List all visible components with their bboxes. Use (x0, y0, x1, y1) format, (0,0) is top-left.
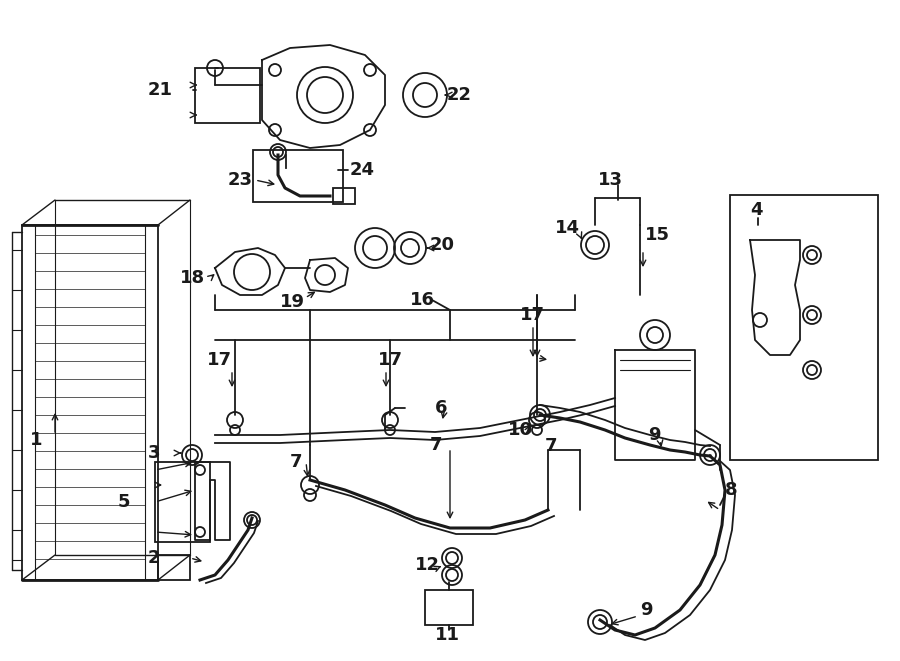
Bar (333, 188, 355, 204)
Text: 7: 7 (430, 436, 443, 454)
Bar (425, 590, 473, 625)
Bar (730, 195, 878, 460)
Text: 24: 24 (350, 161, 375, 179)
Bar (158, 555, 190, 580)
Text: 23: 23 (228, 171, 253, 189)
Text: 21: 21 (148, 81, 173, 99)
Text: 19: 19 (280, 293, 305, 311)
Text: 9: 9 (640, 601, 652, 619)
Text: 5: 5 (118, 493, 130, 511)
Text: 15: 15 (645, 226, 670, 244)
Text: 18: 18 (180, 269, 205, 287)
Text: 13: 13 (598, 171, 623, 189)
Text: 9: 9 (648, 426, 661, 444)
Text: 12: 12 (415, 556, 440, 574)
Bar (253, 150, 343, 202)
Text: 6: 6 (435, 399, 447, 417)
Text: 8: 8 (725, 481, 738, 499)
Text: 7: 7 (545, 437, 557, 455)
Bar (155, 462, 210, 542)
Text: 17: 17 (520, 306, 545, 324)
Text: 1: 1 (30, 431, 42, 449)
Text: 10: 10 (508, 421, 533, 439)
Text: 16: 16 (410, 291, 435, 309)
Text: 3: 3 (148, 444, 160, 462)
Text: 14: 14 (555, 219, 580, 237)
Text: 7: 7 (290, 453, 302, 471)
Text: 2: 2 (148, 549, 160, 567)
Text: 22: 22 (447, 86, 472, 104)
Text: 4: 4 (750, 201, 762, 219)
Bar (195, 68, 260, 123)
Text: 17: 17 (207, 351, 232, 369)
Text: 17: 17 (378, 351, 403, 369)
Text: 11: 11 (435, 626, 460, 644)
Text: 20: 20 (430, 236, 455, 254)
